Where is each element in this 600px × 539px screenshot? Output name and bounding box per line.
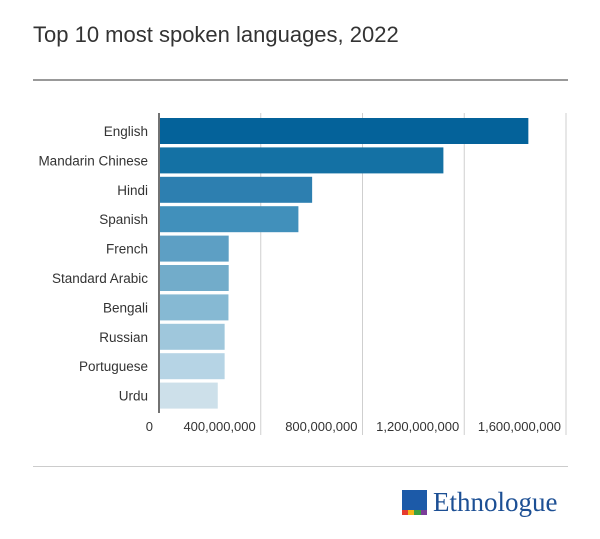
x-tick-label: 1,200,000,000 [376, 419, 459, 434]
title-divider [33, 79, 568, 81]
category-label: Standard Arabic [52, 271, 148, 286]
category-label: Bengali [103, 300, 148, 315]
bar-standard-arabic [160, 265, 229, 291]
chart-title: Top 10 most spoken languages, 2022 [33, 22, 399, 47]
bar-spanish [160, 206, 299, 233]
x-tick-label: 0 [146, 419, 153, 434]
bar-portuguese [160, 353, 225, 380]
ethnologue-logo-icon [402, 489, 427, 515]
x-tick-labels: 0 400,000,000 800,000,000 1,200,000,000 1,60… [146, 419, 561, 434]
footer-divider [33, 466, 568, 467]
category-label: Urdu [119, 389, 148, 404]
bar-english [160, 118, 529, 144]
bars [160, 118, 529, 409]
x-tick-label: 1,600,000,000 [478, 419, 561, 434]
bar-urdu [160, 382, 218, 409]
bar-chart: English Mandarin Chinese Hindi Spanish Frenc… [38, 113, 567, 435]
bar-bengali [160, 294, 229, 321]
category-label: Hindi [117, 183, 148, 198]
category-label: Mandarin Chinese [38, 153, 148, 168]
category-label: Portuguese [79, 359, 148, 374]
x-tick-label: 800,000,000 [285, 419, 357, 434]
bar-hindi [160, 176, 313, 203]
ethnologue-brand: Ethnologue [433, 486, 558, 517]
category-label: Russian [99, 330, 148, 345]
ethnologue-logo: Ethnologue [402, 487, 557, 517]
category-label: French [106, 242, 148, 257]
bar-mandarin-chinese [160, 147, 444, 174]
bar-russian [160, 323, 225, 350]
category-label: Spanish [99, 212, 148, 227]
category-labels: English Mandarin Chinese Hindi Spanish Frenc… [38, 124, 148, 404]
bar-french [160, 235, 229, 262]
x-tick-label: 400,000,000 [183, 419, 255, 434]
category-label: English [104, 124, 148, 139]
